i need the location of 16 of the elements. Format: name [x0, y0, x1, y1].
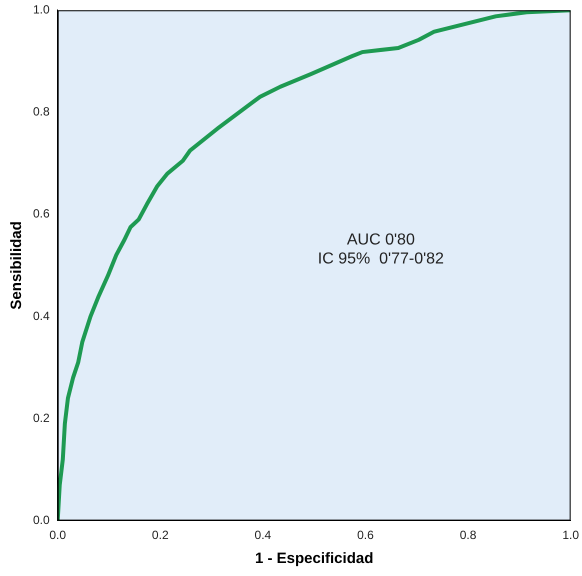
y-tick-label: 0.6: [32, 206, 50, 221]
y-tick-label: 0.2: [32, 410, 50, 425]
y-axis-title: Sensibilidad: [8, 221, 26, 310]
x-axis-title: 1 - Especificidad: [254, 550, 374, 568]
x-tick-label: 0.0: [49, 528, 66, 542]
annotation: IC 95% 0'77-0'82: [318, 250, 444, 268]
x-tick-label: 1.0: [562, 528, 580, 542]
y-tick-label: 0.8: [32, 104, 50, 119]
x-tick-label: 0.4: [254, 528, 272, 542]
x-tick-label: 0.2: [152, 528, 169, 542]
x-tick-label: 0.6: [357, 528, 374, 542]
x-tick-label: 0.8: [460, 528, 477, 542]
annotation: AUC 0'80: [346, 231, 415, 248]
y-tick-label: 0.0: [32, 512, 50, 527]
y-tick-label: 1.0: [32, 2, 50, 17]
y-tick-label: 0.4: [32, 308, 50, 323]
